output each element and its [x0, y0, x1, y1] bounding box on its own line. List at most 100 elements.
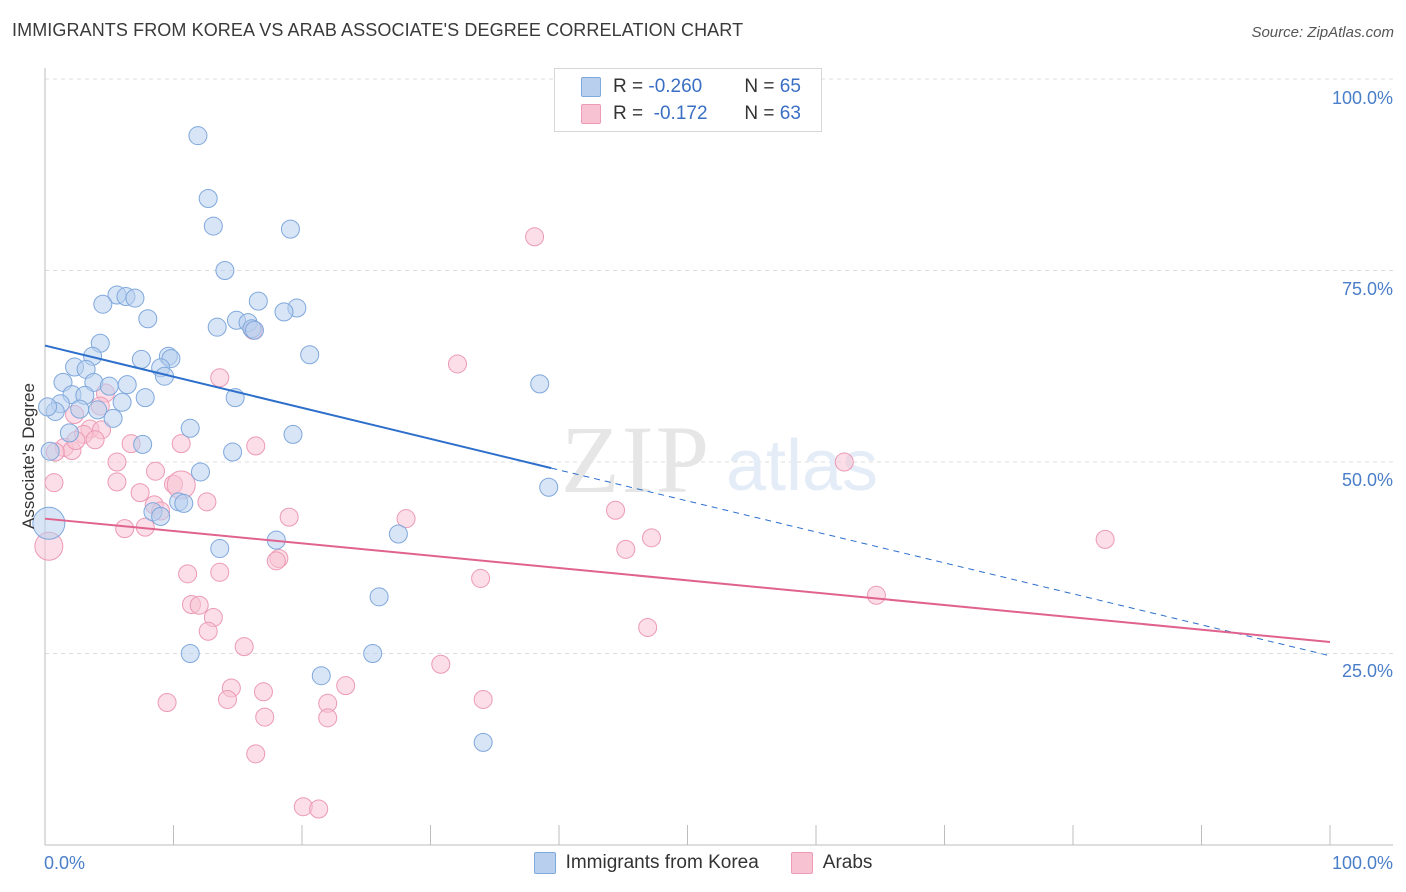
chart-source: Source: ZipAtlas.com [1251, 24, 1394, 41]
y-tick-25: 25.0% [1342, 661, 1393, 681]
arab-point [336, 676, 356, 696]
watermark-zip: ZIP [561, 406, 711, 513]
arab-point [107, 472, 127, 492]
legend-row-korea: R = -0.260 N = 65 [581, 76, 801, 98]
arab-point [130, 483, 150, 503]
arab-point [834, 452, 854, 472]
korea-point [274, 302, 294, 322]
arab-r-value: -0.172 [648, 103, 708, 124]
korea-point [38, 397, 58, 417]
korea-point [32, 506, 66, 540]
korea-point [180, 644, 200, 663]
korea-point [151, 506, 171, 526]
arab-legend-label: Arabs [822, 852, 873, 873]
arab-point [431, 654, 451, 674]
arab-points [34, 227, 1115, 819]
arab-point [217, 689, 237, 709]
arab-point [189, 595, 209, 615]
legend-row-arabs: R = -0.172 N = 63 [581, 103, 801, 125]
series-legend: Immigrants from Korea Arabs [0, 852, 1406, 874]
arab-point [473, 689, 493, 709]
arab-point [44, 473, 64, 493]
arab-n-value: 63 [779, 103, 801, 124]
korea-point [244, 320, 264, 340]
arab-r-label: R = [613, 103, 649, 124]
stats-legend: R = -0.260 N = 65 R = -0.172 N = 63 [554, 68, 822, 132]
korea-trend-line [44, 344, 552, 470]
arab-point [309, 799, 329, 819]
arab-point [85, 430, 105, 450]
y-tick-100: 100.0% [1332, 88, 1393, 108]
watermark-atlas: atlas [726, 426, 878, 506]
korea-point [248, 291, 268, 311]
arab-legend-swatch [790, 852, 813, 874]
korea-point [70, 399, 90, 419]
arab-point [318, 708, 338, 728]
chart-title: IMMIGRANTS FROM KOREA VS ARAB ASSOCIATE'… [12, 20, 744, 40]
y-tick-50: 50.0% [1342, 470, 1393, 490]
watermark: ZIP atlas [561, 406, 878, 513]
arab-swatch [581, 104, 601, 124]
arab-point [396, 509, 416, 529]
arab-point [253, 682, 273, 702]
korea-trend-extension [551, 467, 1331, 657]
korea-point [530, 374, 550, 394]
korea-point [203, 216, 223, 236]
korea-point [311, 666, 331, 686]
arab-point [638, 617, 658, 637]
korea-legend-swatch [533, 852, 556, 874]
y-tick-75: 75.0% [1342, 279, 1393, 299]
korea-point [369, 587, 389, 607]
korea-point [88, 400, 108, 420]
axes [44, 68, 1393, 846]
korea-point [363, 644, 383, 663]
korea-point [174, 493, 194, 513]
y-axis-label: Associate's Degree [19, 383, 38, 529]
korea-point [188, 126, 208, 146]
korea-point [59, 423, 79, 443]
arab-point [471, 568, 491, 588]
arab-point [606, 500, 626, 520]
korea-r-label: R = [613, 76, 649, 97]
arab-point [866, 585, 886, 605]
korea-point [93, 294, 113, 314]
x-tick-left: 0.0% [44, 853, 85, 873]
arab-point [107, 452, 127, 472]
arab-point [246, 744, 266, 764]
korea-swatch [581, 77, 601, 97]
legend-item-arabs: Arabs [790, 852, 873, 874]
arab-point [198, 621, 218, 641]
korea-point [99, 376, 119, 396]
arab-point [210, 368, 230, 388]
korea-point [388, 524, 408, 544]
korea-point [133, 434, 153, 454]
korea-point [210, 539, 230, 559]
korea-point [103, 408, 123, 428]
korea-n-label: N = [744, 76, 780, 97]
arab-point [447, 354, 467, 374]
arab-point [178, 564, 198, 584]
arab-point [266, 551, 286, 571]
korea-n-value: 65 [779, 76, 801, 97]
korea-point [125, 288, 145, 308]
arab-point [234, 637, 254, 657]
arab-point [197, 492, 217, 512]
korea-r-value: -0.260 [648, 76, 703, 97]
trend-lines [44, 344, 1331, 657]
korea-points [32, 126, 559, 752]
arab-n-label: N = [744, 103, 780, 124]
korea-point [473, 732, 493, 752]
arab-point [255, 707, 275, 727]
arab-point [279, 507, 299, 527]
x-tick-right: 100.0% [1332, 853, 1393, 873]
arab-point [115, 519, 135, 539]
korea-point [280, 219, 300, 239]
korea-point [539, 477, 559, 497]
arab-trend-line [44, 517, 1331, 644]
arab-point [642, 528, 662, 548]
korea-point [223, 442, 243, 462]
korea-point [215, 261, 235, 280]
korea-point [40, 441, 60, 461]
korea-point [300, 345, 320, 365]
